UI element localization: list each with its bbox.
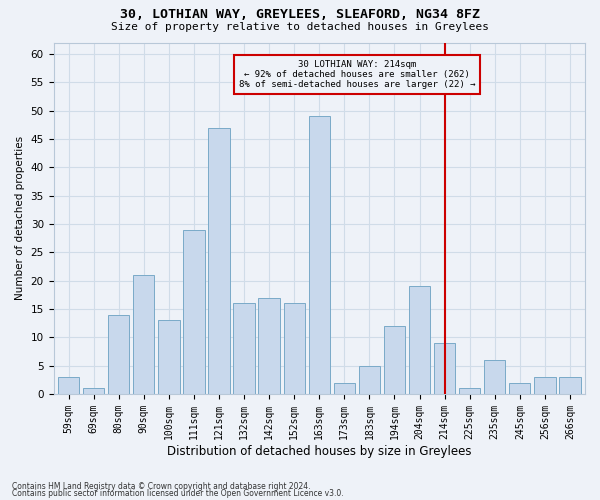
Bar <box>409 286 430 394</box>
Bar <box>559 377 581 394</box>
Bar <box>284 304 305 394</box>
Bar <box>359 366 380 394</box>
Bar <box>509 382 530 394</box>
Bar <box>208 128 230 394</box>
Bar <box>133 275 154 394</box>
Text: Contains HM Land Registry data © Crown copyright and database right 2024.: Contains HM Land Registry data © Crown c… <box>12 482 311 491</box>
Bar <box>484 360 505 394</box>
Text: 30, LOTHIAN WAY, GREYLEES, SLEAFORD, NG34 8FZ: 30, LOTHIAN WAY, GREYLEES, SLEAFORD, NG3… <box>120 8 480 20</box>
Bar <box>158 320 179 394</box>
Text: Size of property relative to detached houses in Greylees: Size of property relative to detached ho… <box>111 22 489 32</box>
Bar <box>334 382 355 394</box>
Y-axis label: Number of detached properties: Number of detached properties <box>15 136 25 300</box>
Text: 30 LOTHIAN WAY: 214sqm
← 92% of detached houses are smaller (262)
8% of semi-det: 30 LOTHIAN WAY: 214sqm ← 92% of detached… <box>239 60 475 90</box>
Bar <box>534 377 556 394</box>
Bar <box>183 230 205 394</box>
Bar <box>459 388 481 394</box>
Bar <box>58 377 79 394</box>
Bar <box>384 326 405 394</box>
Bar <box>434 343 455 394</box>
Bar <box>308 116 330 394</box>
X-axis label: Distribution of detached houses by size in Greylees: Distribution of detached houses by size … <box>167 444 472 458</box>
Text: Contains public sector information licensed under the Open Government Licence v3: Contains public sector information licen… <box>12 490 344 498</box>
Bar <box>83 388 104 394</box>
Bar <box>259 298 280 394</box>
Bar <box>233 304 255 394</box>
Bar <box>108 314 130 394</box>
